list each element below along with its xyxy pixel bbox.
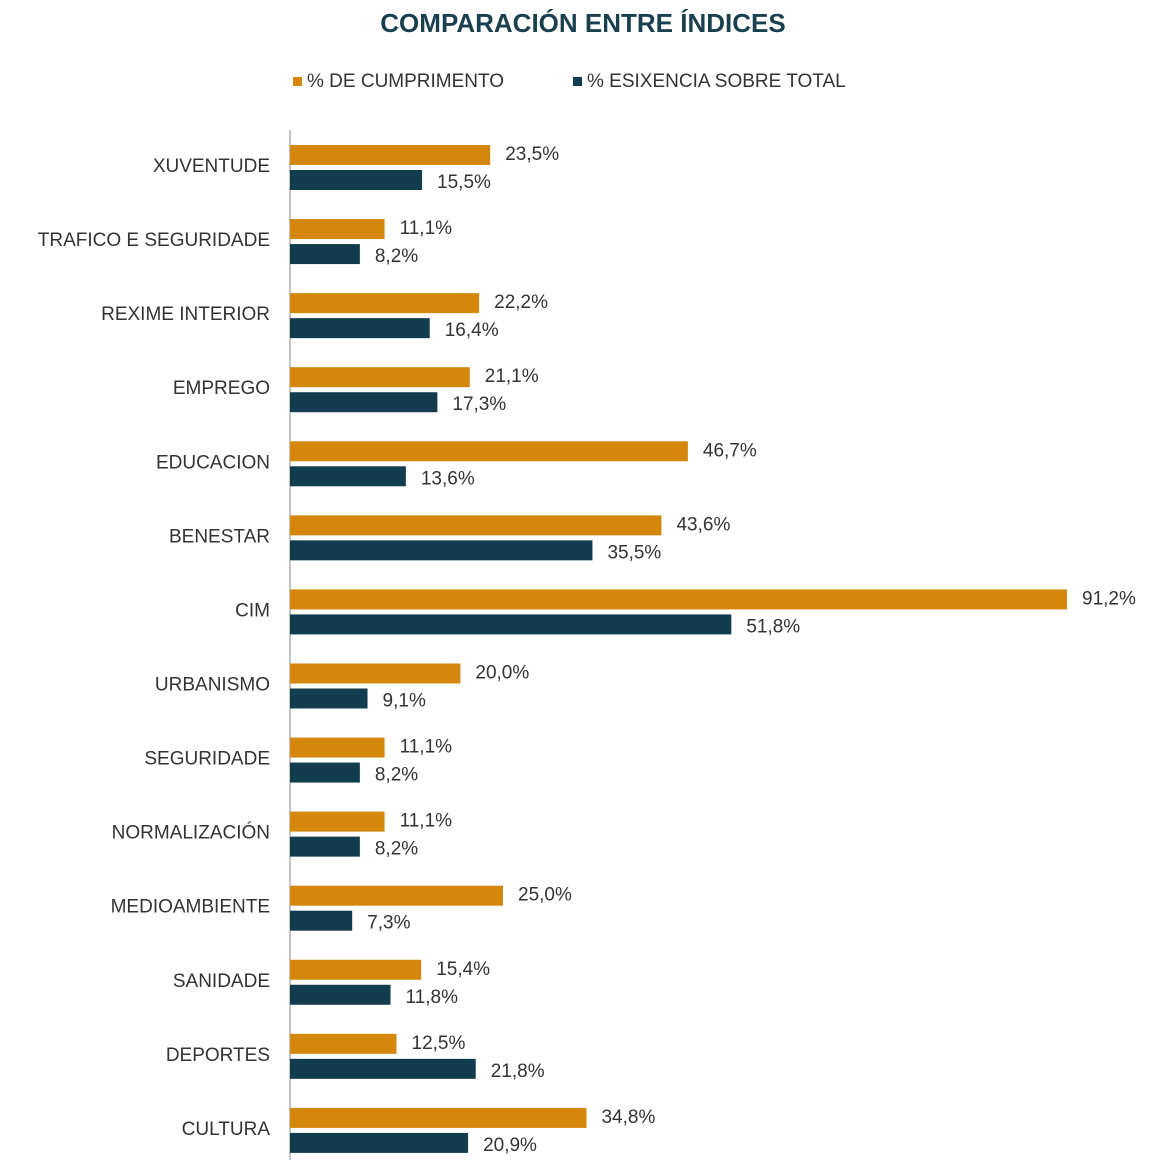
value-label: 25,0% (518, 885, 572, 906)
bar (290, 663, 461, 684)
bar (290, 910, 353, 931)
bar (290, 589, 1068, 610)
bar (290, 540, 593, 561)
y-tick-label: NORMALIZACIÓN (112, 822, 270, 844)
y-tick-label: XUVENTUDE (153, 156, 270, 177)
value-label: 21,1% (485, 366, 539, 387)
bar (290, 836, 360, 857)
value-label: 8,2% (375, 765, 418, 786)
value-label: 11,1% (400, 811, 453, 832)
bar (290, 515, 662, 536)
bar (290, 885, 503, 906)
value-label: 91,2% (1082, 588, 1136, 609)
value-label: 20,0% (475, 663, 529, 684)
bar (290, 1058, 476, 1079)
y-tick-label: URBANISMO (155, 675, 270, 696)
value-label: 20,9% (483, 1135, 537, 1156)
y-tick-label: SANIDADE (173, 971, 270, 992)
value-label: 9,1% (383, 691, 426, 712)
bar (290, 170, 423, 190)
bar (290, 688, 368, 709)
legend-label: % ESIXENCIA SOBRE TOTAL (587, 71, 846, 92)
chart-title: COMPARACIÓN ENTRE ÍNDICES (380, 8, 785, 38)
legend-swatch (573, 77, 582, 86)
bar (290, 1132, 469, 1153)
value-label: 46,7% (703, 440, 757, 461)
bar (290, 145, 491, 165)
value-label: 8,2% (375, 839, 418, 860)
y-tick-label: SEGURIDADE (144, 749, 270, 770)
bar (290, 1107, 587, 1128)
bar (290, 1033, 397, 1054)
bar (290, 762, 360, 783)
bar (290, 244, 360, 265)
bar (290, 441, 688, 462)
value-label: 17,3% (452, 394, 506, 415)
y-tick-label: REXIME INTERIOR (101, 304, 270, 325)
y-tick-label: MEDIOAMBIENTE (111, 897, 270, 918)
value-label: 23,5% (505, 144, 559, 165)
value-label: 13,6% (421, 468, 475, 489)
bar (290, 984, 391, 1005)
legend-label: % DE CUMPRIMENTO (307, 71, 504, 92)
bar (290, 959, 422, 980)
y-tick-label: DEPORTES (166, 1045, 270, 1066)
bar (290, 318, 430, 339)
bar (290, 293, 480, 314)
value-label: 35,5% (607, 542, 661, 563)
value-label: 43,6% (676, 514, 730, 535)
value-label: 22,2% (494, 292, 548, 313)
bar (290, 219, 385, 240)
bar (290, 737, 385, 758)
value-label: 15,4% (436, 959, 490, 980)
y-tick-label: TRAFICO E SEGURIDADE (38, 230, 270, 251)
bar (290, 392, 438, 413)
value-label: 15,5% (437, 172, 491, 193)
bar (290, 466, 406, 487)
bar (290, 614, 732, 635)
value-label: 11,1% (400, 218, 453, 239)
y-tick-label: CULTURA (182, 1119, 271, 1140)
legend-swatch (293, 77, 302, 86)
value-label: 51,8% (746, 616, 800, 637)
value-label: 11,8% (406, 987, 459, 1008)
value-label: 34,8% (601, 1107, 655, 1128)
y-tick-label: EDUCACION (156, 452, 270, 473)
value-label: 7,3% (367, 913, 410, 934)
value-label: 21,8% (491, 1061, 545, 1082)
y-tick-label: BENESTAR (169, 526, 270, 547)
value-label: 12,5% (412, 1033, 466, 1054)
y-tick-label: EMPREGO (173, 378, 270, 399)
value-label: 8,2% (375, 246, 418, 267)
value-label: 11,1% (400, 737, 453, 758)
bar (290, 811, 385, 832)
value-label: 16,4% (445, 320, 499, 341)
y-tick-label: CIM (235, 600, 270, 621)
bar (290, 367, 470, 388)
